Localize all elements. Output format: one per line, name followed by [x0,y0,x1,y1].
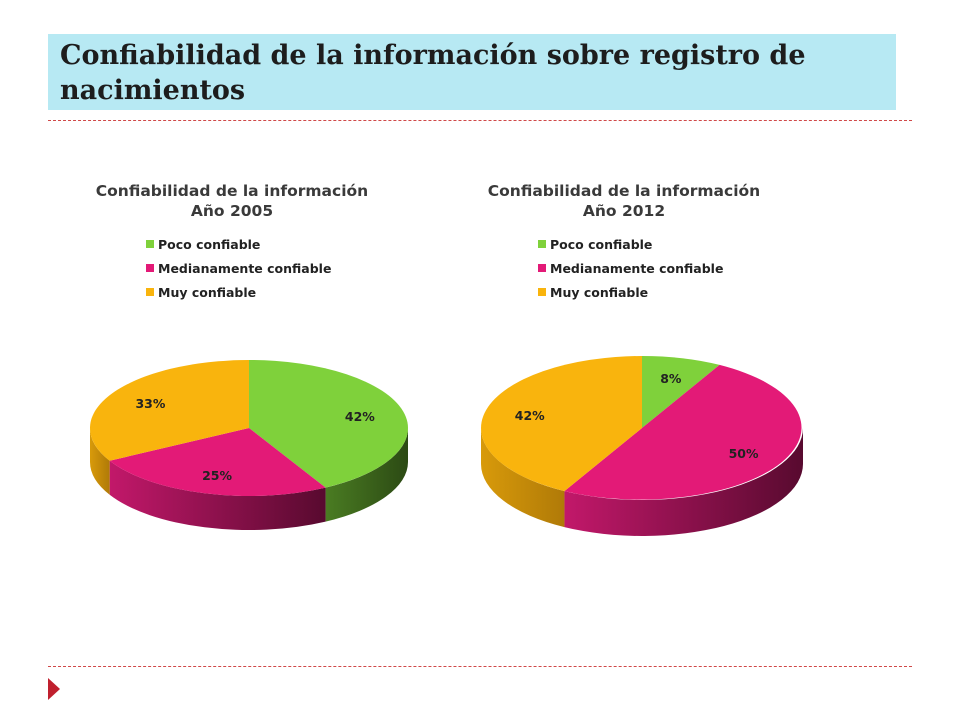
chart-title-2012: Confiabilidad de la información Año 2012 [474,181,774,221]
chart-title-2005-line1: Confiabilidad de la información [95,182,369,200]
legend-item-muy: Muy confiable [146,280,331,304]
legend-item-medianamente: Medianamente confiable [146,256,331,280]
legend-label-poco: Poco confiable [158,236,261,252]
data-label-poco: 42% [345,409,375,424]
pie-chart-2012: 8% 50% 42% [481,356,803,536]
chart-title-2012-line1: Confiabilidad de la información [487,182,761,200]
pie-slice-poco [249,360,409,488]
legend-label-medianamente: Medianamente confiable [158,260,332,276]
legend-swatch-poco [538,240,546,248]
chart-title-2012-line2: Año 2012 [582,202,666,220]
legend-swatch-medianamente [538,264,546,272]
slide-title: Confiabilidad de la información sobre re… [60,40,806,106]
pie-slice-muy [481,356,642,492]
pie-side-muy [481,428,565,528]
legend-item-poco: Poco confiable [538,232,723,256]
pie-side-muy [90,428,110,495]
legend-label-poco: Poco confiable [550,236,653,252]
pie-chart-2005: 42% 25% 33% [90,360,409,531]
pie-slice-poco [642,356,720,428]
legend-swatch-muy [538,288,546,296]
data-label-muy: 42% [515,408,545,423]
pie-slice-muy [90,360,249,461]
data-label-muy: 33% [135,396,165,411]
pie-slice-medianamente [109,428,326,497]
slide-title-box: Confiabilidad de la información sobre re… [48,34,896,110]
slide-bullet-arrow-icon [48,678,60,700]
legend-2005: Poco confiable Medianamente confiable Mu… [146,232,331,304]
legend-swatch-medianamente [146,264,154,272]
chart-title-2005: Confiabilidad de la información Año 2005 [82,181,382,221]
pie-slice-medianamente [564,364,802,500]
bottom-divider [48,666,912,667]
legend-item-poco: Poco confiable [146,232,331,256]
legend-2012: Poco confiable Medianamente confiable Mu… [538,232,723,304]
data-label-poco: 8% [660,371,682,386]
legend-swatch-poco [146,240,154,248]
legend-label-muy: Muy confiable [550,284,649,300]
top-divider [48,120,912,121]
chart-title-2005-line2: Año 2005 [190,202,274,220]
data-label-medianamente: 25% [202,468,232,483]
pie-side-medianamente [109,460,326,531]
legend-label-muy: Muy confiable [158,284,257,300]
data-label-medianamente: 50% [729,446,759,461]
legend-label-medianamente: Medianamente confiable [550,260,724,276]
pie-side-poco [325,428,408,522]
legend-item-muy: Muy confiable [538,280,723,304]
legend-swatch-muy [146,288,154,296]
legend-item-medianamente: Medianamente confiable [538,256,723,280]
pie-side-medianamente [564,428,803,536]
